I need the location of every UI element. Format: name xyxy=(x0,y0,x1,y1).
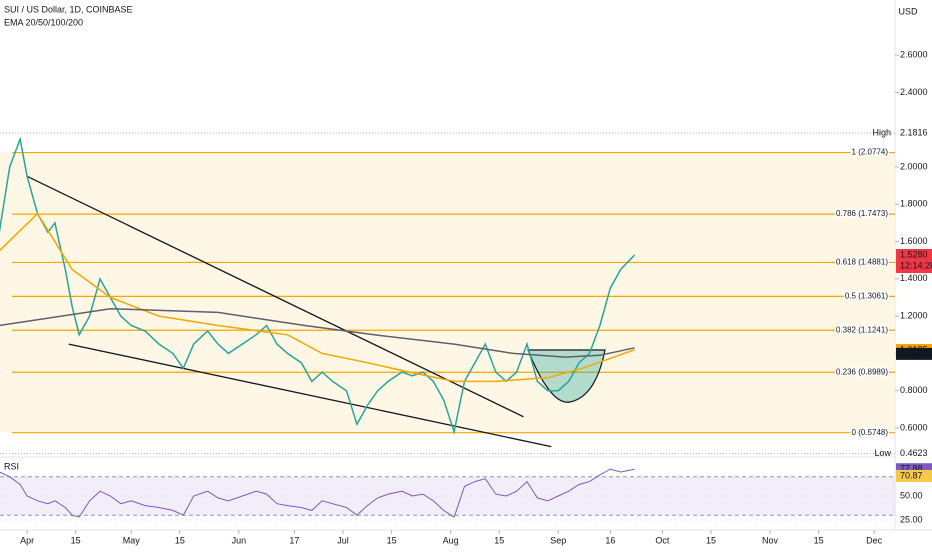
trendline xyxy=(26,175,524,418)
price-badge-label: 0.9975 xyxy=(900,348,928,358)
rsi-tick-label: 25.00 xyxy=(900,514,923,524)
fib-zone xyxy=(0,152,895,433)
y-tick-label: 0.6000 xyxy=(900,422,928,432)
cup-pattern xyxy=(527,349,606,403)
price-badge xyxy=(896,347,932,360)
rsi-badge-label: 70.87 xyxy=(900,470,923,480)
x-tick-label: 16 xyxy=(605,535,615,545)
price-badge-label: 1.5280 xyxy=(900,249,928,259)
fib-label: 0.786 (1.7473) xyxy=(836,209,888,218)
price-badge-name: High xyxy=(872,128,891,138)
y-tick-label: 2.6000 xyxy=(900,50,928,60)
price-badge-label: 0.4623 xyxy=(900,448,928,458)
x-tick-label: Apr xyxy=(20,535,34,545)
x-tick-label: Dec xyxy=(866,535,883,545)
rsi-line xyxy=(0,468,635,518)
x-tick-label: Nov xyxy=(762,535,779,545)
x-tick-label: 15 xyxy=(71,535,81,545)
price-badge-label: 2.1816 xyxy=(900,128,928,138)
x-tick-label: Jul xyxy=(337,535,349,545)
rsi-tick-label: 50.00 xyxy=(900,490,923,500)
x-tick-label: Jun xyxy=(232,535,247,545)
price-badge-time: 12:14:28 xyxy=(900,260,932,270)
price-line xyxy=(0,307,635,358)
chart-title: SUI / US Dollar, 1D, COINBASE xyxy=(4,4,133,14)
price-line xyxy=(0,136,636,435)
y-tick-label: 1.2000 xyxy=(900,311,928,321)
x-tick-label: Aug xyxy=(443,535,459,545)
price-badge xyxy=(896,447,932,460)
x-tick-label: 15 xyxy=(814,535,824,545)
y-tick-label: 0.8000 xyxy=(900,385,928,395)
price-line xyxy=(0,212,635,383)
indicator-label: EMA 20/50/100/200 xyxy=(4,17,83,27)
y-tick-label: 2.0000 xyxy=(900,161,928,171)
x-tick-label: 15 xyxy=(706,535,716,545)
fib-label: 0.382 (1.1241) xyxy=(836,325,888,334)
fib-label: 1 (2.0774) xyxy=(852,148,889,157)
rsi-badge xyxy=(896,469,932,482)
x-tick-label: Oct xyxy=(655,535,670,545)
rsi-title: RSI xyxy=(4,461,19,471)
currency: USD xyxy=(898,6,918,16)
x-tick-label: 15 xyxy=(494,535,504,545)
x-tick-label: 15 xyxy=(387,535,397,545)
y-tick-label: 1.8000 xyxy=(900,199,928,209)
y-tick-label: 1.6000 xyxy=(900,236,928,246)
x-tick-label: 17 xyxy=(289,535,299,545)
y-tick-label: 2.4000 xyxy=(900,87,928,97)
y-tick-label: 1.4000 xyxy=(900,273,928,283)
x-tick-label: Sep xyxy=(550,535,566,545)
fib-label: 0.236 (0.8989) xyxy=(836,367,888,376)
x-tick-label: May xyxy=(123,535,141,545)
fib-label: 0 (0.5748) xyxy=(852,428,889,437)
price-badge-name: Low xyxy=(874,448,891,458)
x-tick-label: 15 xyxy=(175,535,185,545)
fib-label: 0.5 (1.3061) xyxy=(845,291,888,300)
fib-label: 0.618 (1.4881) xyxy=(836,258,888,267)
price-badge xyxy=(896,127,932,140)
trendline xyxy=(68,343,552,448)
rsi-badge-label: 77.88 xyxy=(900,464,923,474)
price-badge xyxy=(896,248,932,273)
